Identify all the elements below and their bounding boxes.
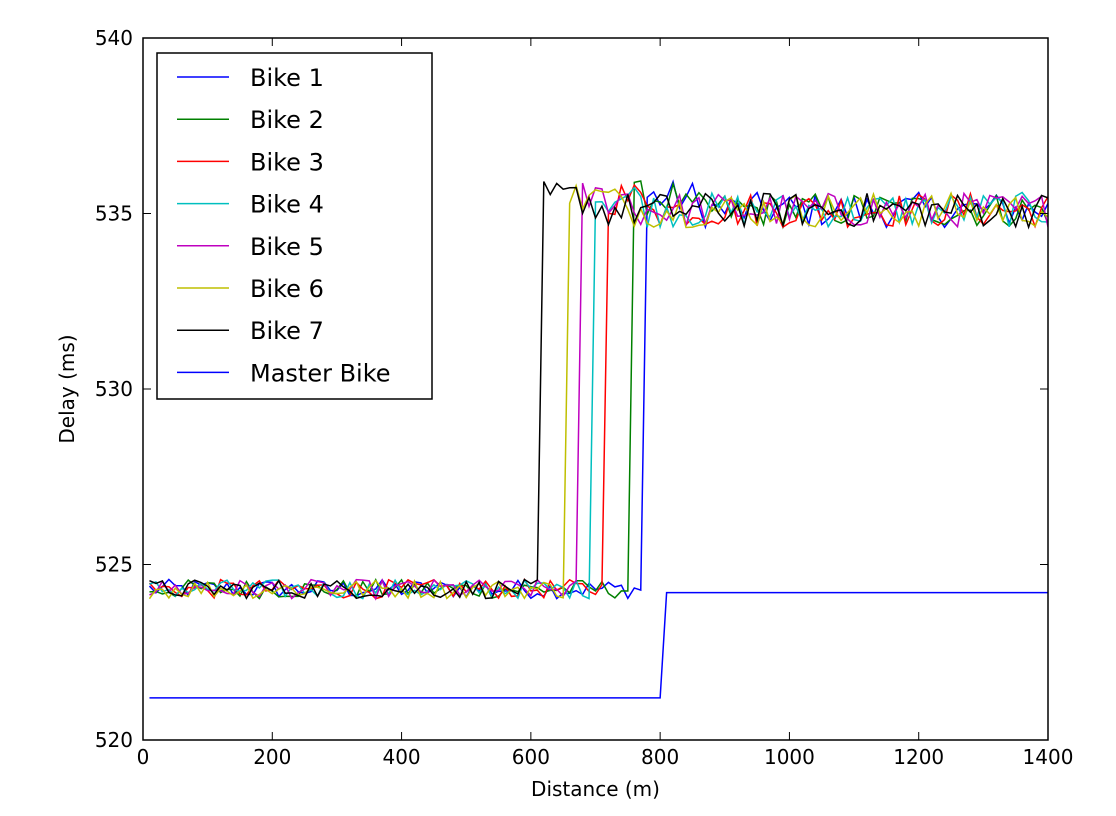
x-axis-label: Distance (m) <box>531 777 660 801</box>
x-tick-label: 200 <box>253 745 291 769</box>
x-tick-label: 1200 <box>893 745 944 769</box>
y-tick-label: 535 <box>95 202 133 226</box>
x-tick-label: 400 <box>382 745 420 769</box>
axis-ticks: 0 200 400 600 800 1000 1200 1400 520 525 530 535 540 <box>95 26 1074 769</box>
x-tick-label: 600 <box>512 745 550 769</box>
series-line-bike-7 <box>149 181 1048 600</box>
legend-entry-bike-1: Bike 1 <box>250 64 324 92</box>
x-tick-label: 1000 <box>764 745 815 769</box>
y-tick-label: 520 <box>95 728 133 752</box>
series-line-bike-6 <box>148 183 1048 600</box>
x-tick-label: 800 <box>641 745 679 769</box>
legend-entry-bike-4: Bike 4 <box>250 191 324 219</box>
y-axis-label: Delay (ms) <box>55 334 79 443</box>
legend-entry-bike-6: Bike 6 <box>250 275 324 303</box>
legend-entry-bike-3: Bike 3 <box>250 148 324 176</box>
legend-entry-bike-5: Bike 5 <box>250 233 324 261</box>
y-tick-label: 540 <box>95 26 133 50</box>
legend: Bike 1 Bike 2 Bike 3 Bike 4 Bike 5 Bike 6 Bike… <box>156 52 433 400</box>
y-tick-label: 530 <box>95 377 133 401</box>
legend-box <box>156 52 433 400</box>
legend-entry-master-bike: Master Bike <box>250 359 391 387</box>
series-line-master-bike <box>149 591 1048 699</box>
x-tick-label: 1400 <box>1023 745 1074 769</box>
series-line-bike-4 <box>149 186 1048 600</box>
legend-entry-bike-7: Bike 7 <box>250 317 324 345</box>
legend-entry-bike-2: Bike 2 <box>250 106 324 134</box>
x-tick-label: 0 <box>137 745 150 769</box>
y-tick-label: 525 <box>95 553 133 577</box>
plot-lines <box>148 179 1048 699</box>
